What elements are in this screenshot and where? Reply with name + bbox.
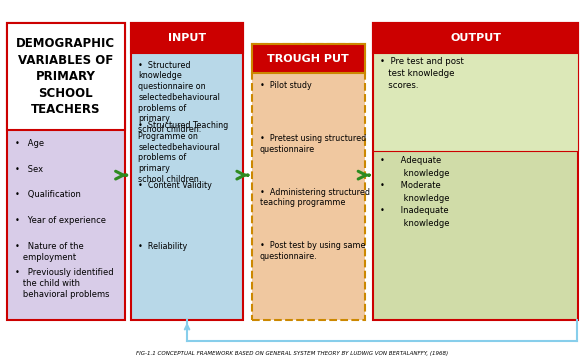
- Text: •  Structured
knowledge
questionnaire on
selectedbehavioural
problems of
primary: • Structured knowledge questionnaire on …: [138, 61, 220, 134]
- Text: •  Administering structured
teaching programme: • Administering structured teaching prog…: [259, 188, 370, 207]
- Bar: [6, 24, 125, 320]
- Text: •   Previously identified
   the child with
   behavioral problems: • Previously identified the child with b…: [15, 268, 114, 299]
- Text: INPUT: INPUT: [168, 33, 206, 43]
- Bar: [252, 44, 364, 73]
- Text: •   Year of experience: • Year of experience: [15, 216, 106, 225]
- Text: •  Post test by using same
questionnaire.: • Post test by using same questionnaire.: [259, 241, 365, 261]
- Bar: [6, 24, 125, 130]
- Text: •   Sex: • Sex: [15, 165, 43, 174]
- Text: •   Age: • Age: [15, 139, 44, 148]
- Text: •      Adequate
         knowledge
•      Moderate
         knowledge
•      Ina: • Adequate knowledge • Moderate knowledg…: [380, 156, 450, 228]
- Text: •  Pretest using structured
questionnaire: • Pretest using structured questionnaire: [259, 134, 366, 154]
- Text: •   Nature of the
   employment: • Nature of the employment: [15, 242, 84, 262]
- Text: FIG-1.1 CONCEPTUAL FRAMEWORK BASED ON GENERAL SYSTEM THEORY BY LUDWIG VON BERTAL: FIG-1.1 CONCEPTUAL FRAMEWORK BASED ON GE…: [137, 351, 449, 356]
- Text: •  Content Validity: • Content Validity: [138, 181, 212, 190]
- Text: TROUGH PUT: TROUGH PUT: [267, 54, 349, 64]
- Text: •  Pilot study: • Pilot study: [259, 81, 311, 90]
- Text: •  Pre test and post
   test knowledge
   scores.: • Pre test and post test knowledge score…: [380, 57, 464, 90]
- Text: DEMOGRAPHIC
VARIABLES OF
PRIMARY
SCHOOL
TEACHERS: DEMOGRAPHIC VARIABLES OF PRIMARY SCHOOL …: [16, 37, 115, 116]
- Text: OUTPUT: OUTPUT: [450, 33, 501, 43]
- Bar: [252, 44, 364, 320]
- Text: •  Reliability: • Reliability: [138, 242, 187, 251]
- Text: •  Structured Teaching
Programme on
selectedbehavioural
problems of
primary
scho: • Structured Teaching Programme on selec…: [138, 121, 228, 184]
- Bar: [131, 24, 244, 320]
- Bar: [131, 24, 244, 53]
- Text: •   Qualification: • Qualification: [15, 190, 81, 199]
- Bar: [373, 24, 578, 53]
- Bar: [373, 24, 578, 320]
- Bar: [373, 53, 578, 151]
